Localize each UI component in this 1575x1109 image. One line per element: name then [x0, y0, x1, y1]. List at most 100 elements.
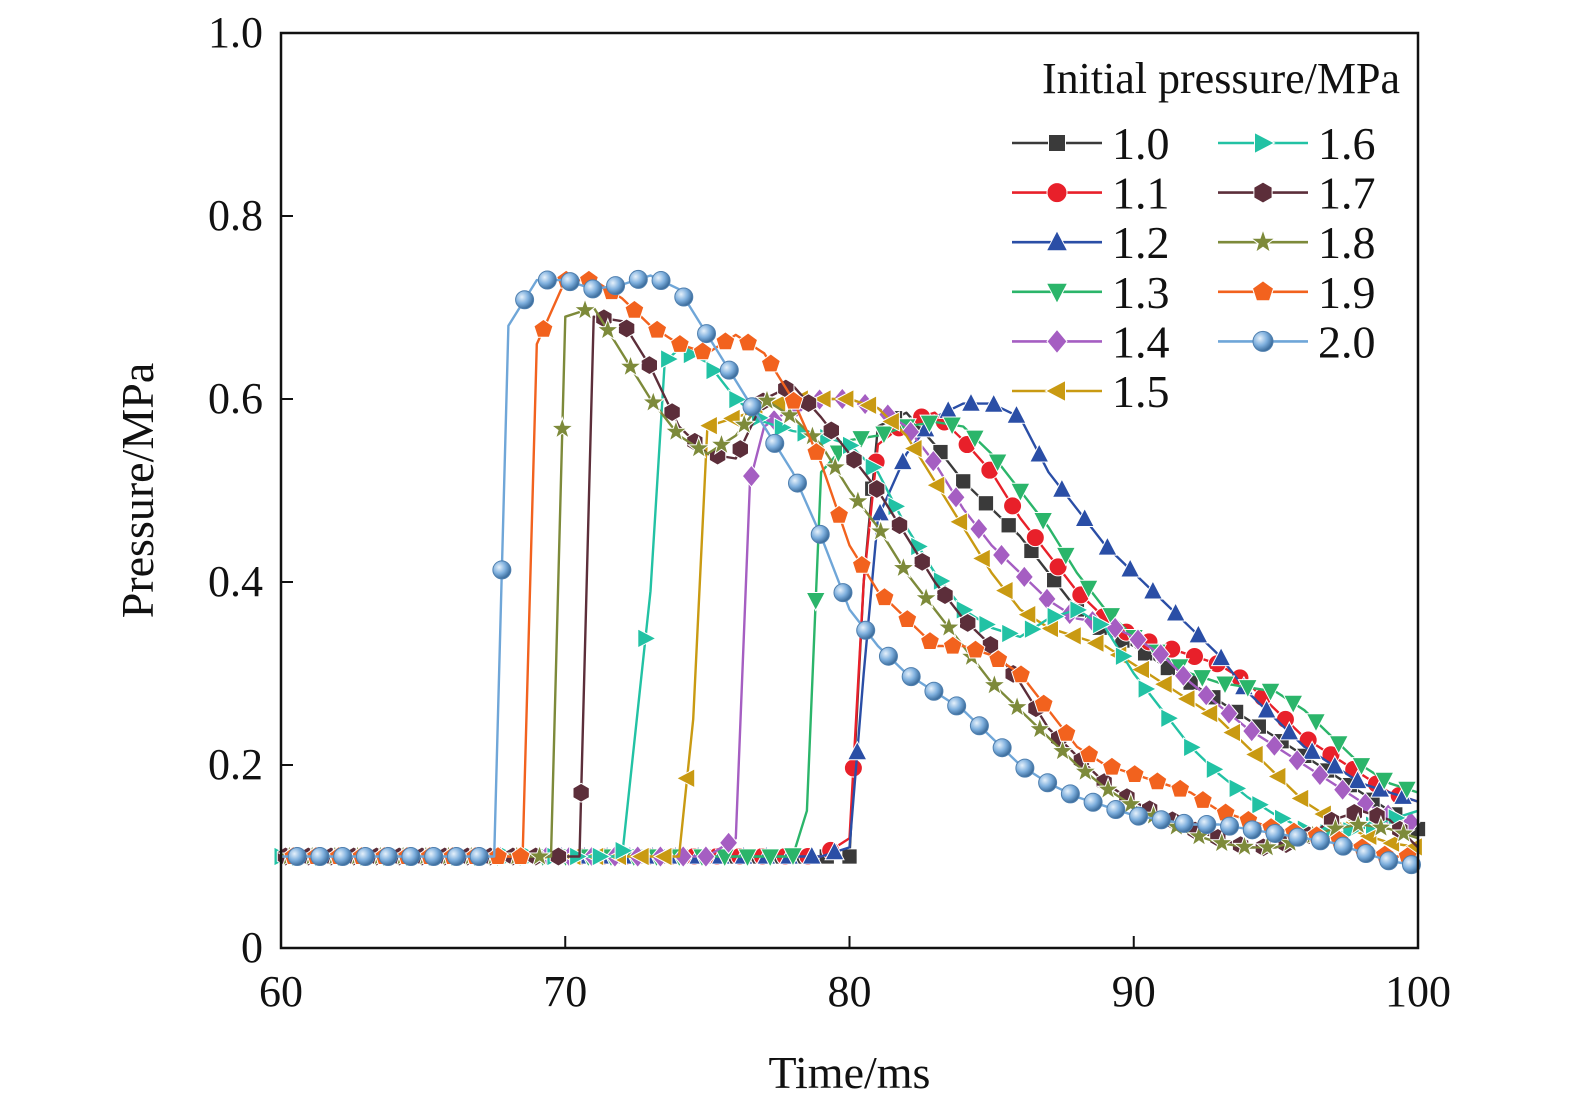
x-tick-label: 60: [259, 967, 303, 1016]
data-point: [841, 848, 858, 865]
data-point: [663, 402, 681, 423]
data-point: [1151, 810, 1171, 830]
data-point: [1174, 813, 1194, 833]
legend-marker: [1048, 134, 1066, 152]
data-point: [1228, 778, 1249, 799]
data-point: [923, 449, 943, 473]
data-point: [719, 360, 739, 380]
data-point: [1084, 632, 1105, 654]
data-point: [1260, 682, 1281, 703]
data-point: [1151, 642, 1171, 666]
data-point: [1038, 773, 1058, 793]
data-point: [549, 846, 568, 867]
data-point: [1050, 738, 1075, 762]
legend: Initial pressure/MPa 1.01.11.21.31.41.5 1…: [1012, 54, 1400, 417]
data-point: [971, 548, 991, 569]
data-point: [1046, 606, 1067, 627]
data-point: [1119, 557, 1141, 578]
data-point: [663, 418, 689, 443]
data-point: [1027, 716, 1052, 740]
data-point: [1351, 757, 1372, 777]
data-point: [1153, 673, 1173, 695]
data-point: [647, 319, 668, 339]
legend-label: 1.0: [1112, 118, 1170, 169]
data-point: [606, 276, 626, 296]
data-point: [510, 845, 531, 865]
data-point: [1266, 766, 1287, 787]
data-point: [737, 848, 758, 868]
data-point: [783, 390, 804, 410]
data-point: [1396, 780, 1418, 801]
data-point: [1083, 792, 1103, 812]
data-point: [1023, 618, 1044, 640]
data-point: [1198, 703, 1219, 724]
data-point: [991, 543, 1012, 567]
data-point: [988, 648, 1009, 668]
legend-marker: [1252, 330, 1274, 352]
legend-marker: [1254, 131, 1276, 155]
data-point: [1210, 646, 1232, 667]
series-line: [281, 411, 1419, 858]
data-point: [864, 457, 885, 478]
data-point: [1130, 659, 1150, 680]
data-point: [1282, 694, 1304, 715]
data-point: [641, 389, 666, 413]
data-point: [834, 388, 855, 410]
series-layer: [272, 269, 1427, 875]
data-point: [1391, 820, 1416, 844]
data-point: [1219, 701, 1239, 726]
data-point: [924, 681, 944, 701]
data-point: [851, 554, 872, 574]
data-point: [669, 333, 690, 353]
legend-label: 1.1: [1112, 168, 1170, 219]
y-tick-label: 0.8: [208, 191, 263, 240]
data-point: [1015, 758, 1035, 778]
data-point: [1305, 713, 1327, 733]
data-point: [1333, 836, 1353, 856]
data-point: [1101, 756, 1122, 776]
data-point: [742, 397, 762, 417]
data-point: [1060, 784, 1080, 804]
legend-label: 1.5: [1112, 366, 1170, 417]
data-point: [806, 441, 827, 461]
data-point: [969, 716, 989, 736]
data-point: [977, 495, 995, 512]
data-point: [946, 485, 966, 509]
series-line: [281, 397, 1419, 858]
legend-label: 1.2: [1112, 217, 1170, 268]
legend-item-2.0: 2.0: [1218, 316, 1376, 367]
data-point: [969, 517, 989, 541]
data-point: [1142, 579, 1164, 600]
data-point: [1197, 814, 1217, 834]
legend-item-1.8: 1.8: [1218, 217, 1376, 268]
legend-title: Initial pressure/MPa: [1042, 54, 1400, 103]
legend-item-1.4: 1.4: [1012, 316, 1170, 367]
x-axis-title: Time/ms: [769, 1047, 931, 1098]
data-point: [925, 474, 946, 496]
data-point: [537, 270, 557, 290]
data-point: [674, 287, 694, 307]
data-point: [890, 515, 909, 536]
legend-marker: [1044, 379, 1066, 403]
data-point: [843, 758, 863, 778]
data-point: [1160, 707, 1180, 729]
data-point: [651, 271, 671, 291]
y-tick-label: 0.6: [208, 374, 263, 423]
data-point: [469, 847, 489, 866]
legend-marker: [1253, 181, 1273, 204]
data-point: [948, 511, 969, 533]
legend-label: 1.3: [1112, 267, 1170, 318]
data-point: [765, 433, 785, 453]
y-tick-label: 0.4: [208, 557, 263, 606]
data-point: [936, 614, 962, 638]
data-point: [1004, 694, 1030, 718]
legend-item-1.7: 1.7: [1218, 168, 1376, 219]
data-point: [891, 555, 916, 579]
data-point: [1242, 719, 1262, 743]
data-point: [1001, 623, 1021, 644]
data-point: [920, 630, 940, 650]
x-tick-label: 100: [1385, 967, 1451, 1016]
data-point: [709, 432, 734, 456]
legend-label: 1.8: [1318, 217, 1376, 268]
data-point: [1264, 734, 1285, 758]
